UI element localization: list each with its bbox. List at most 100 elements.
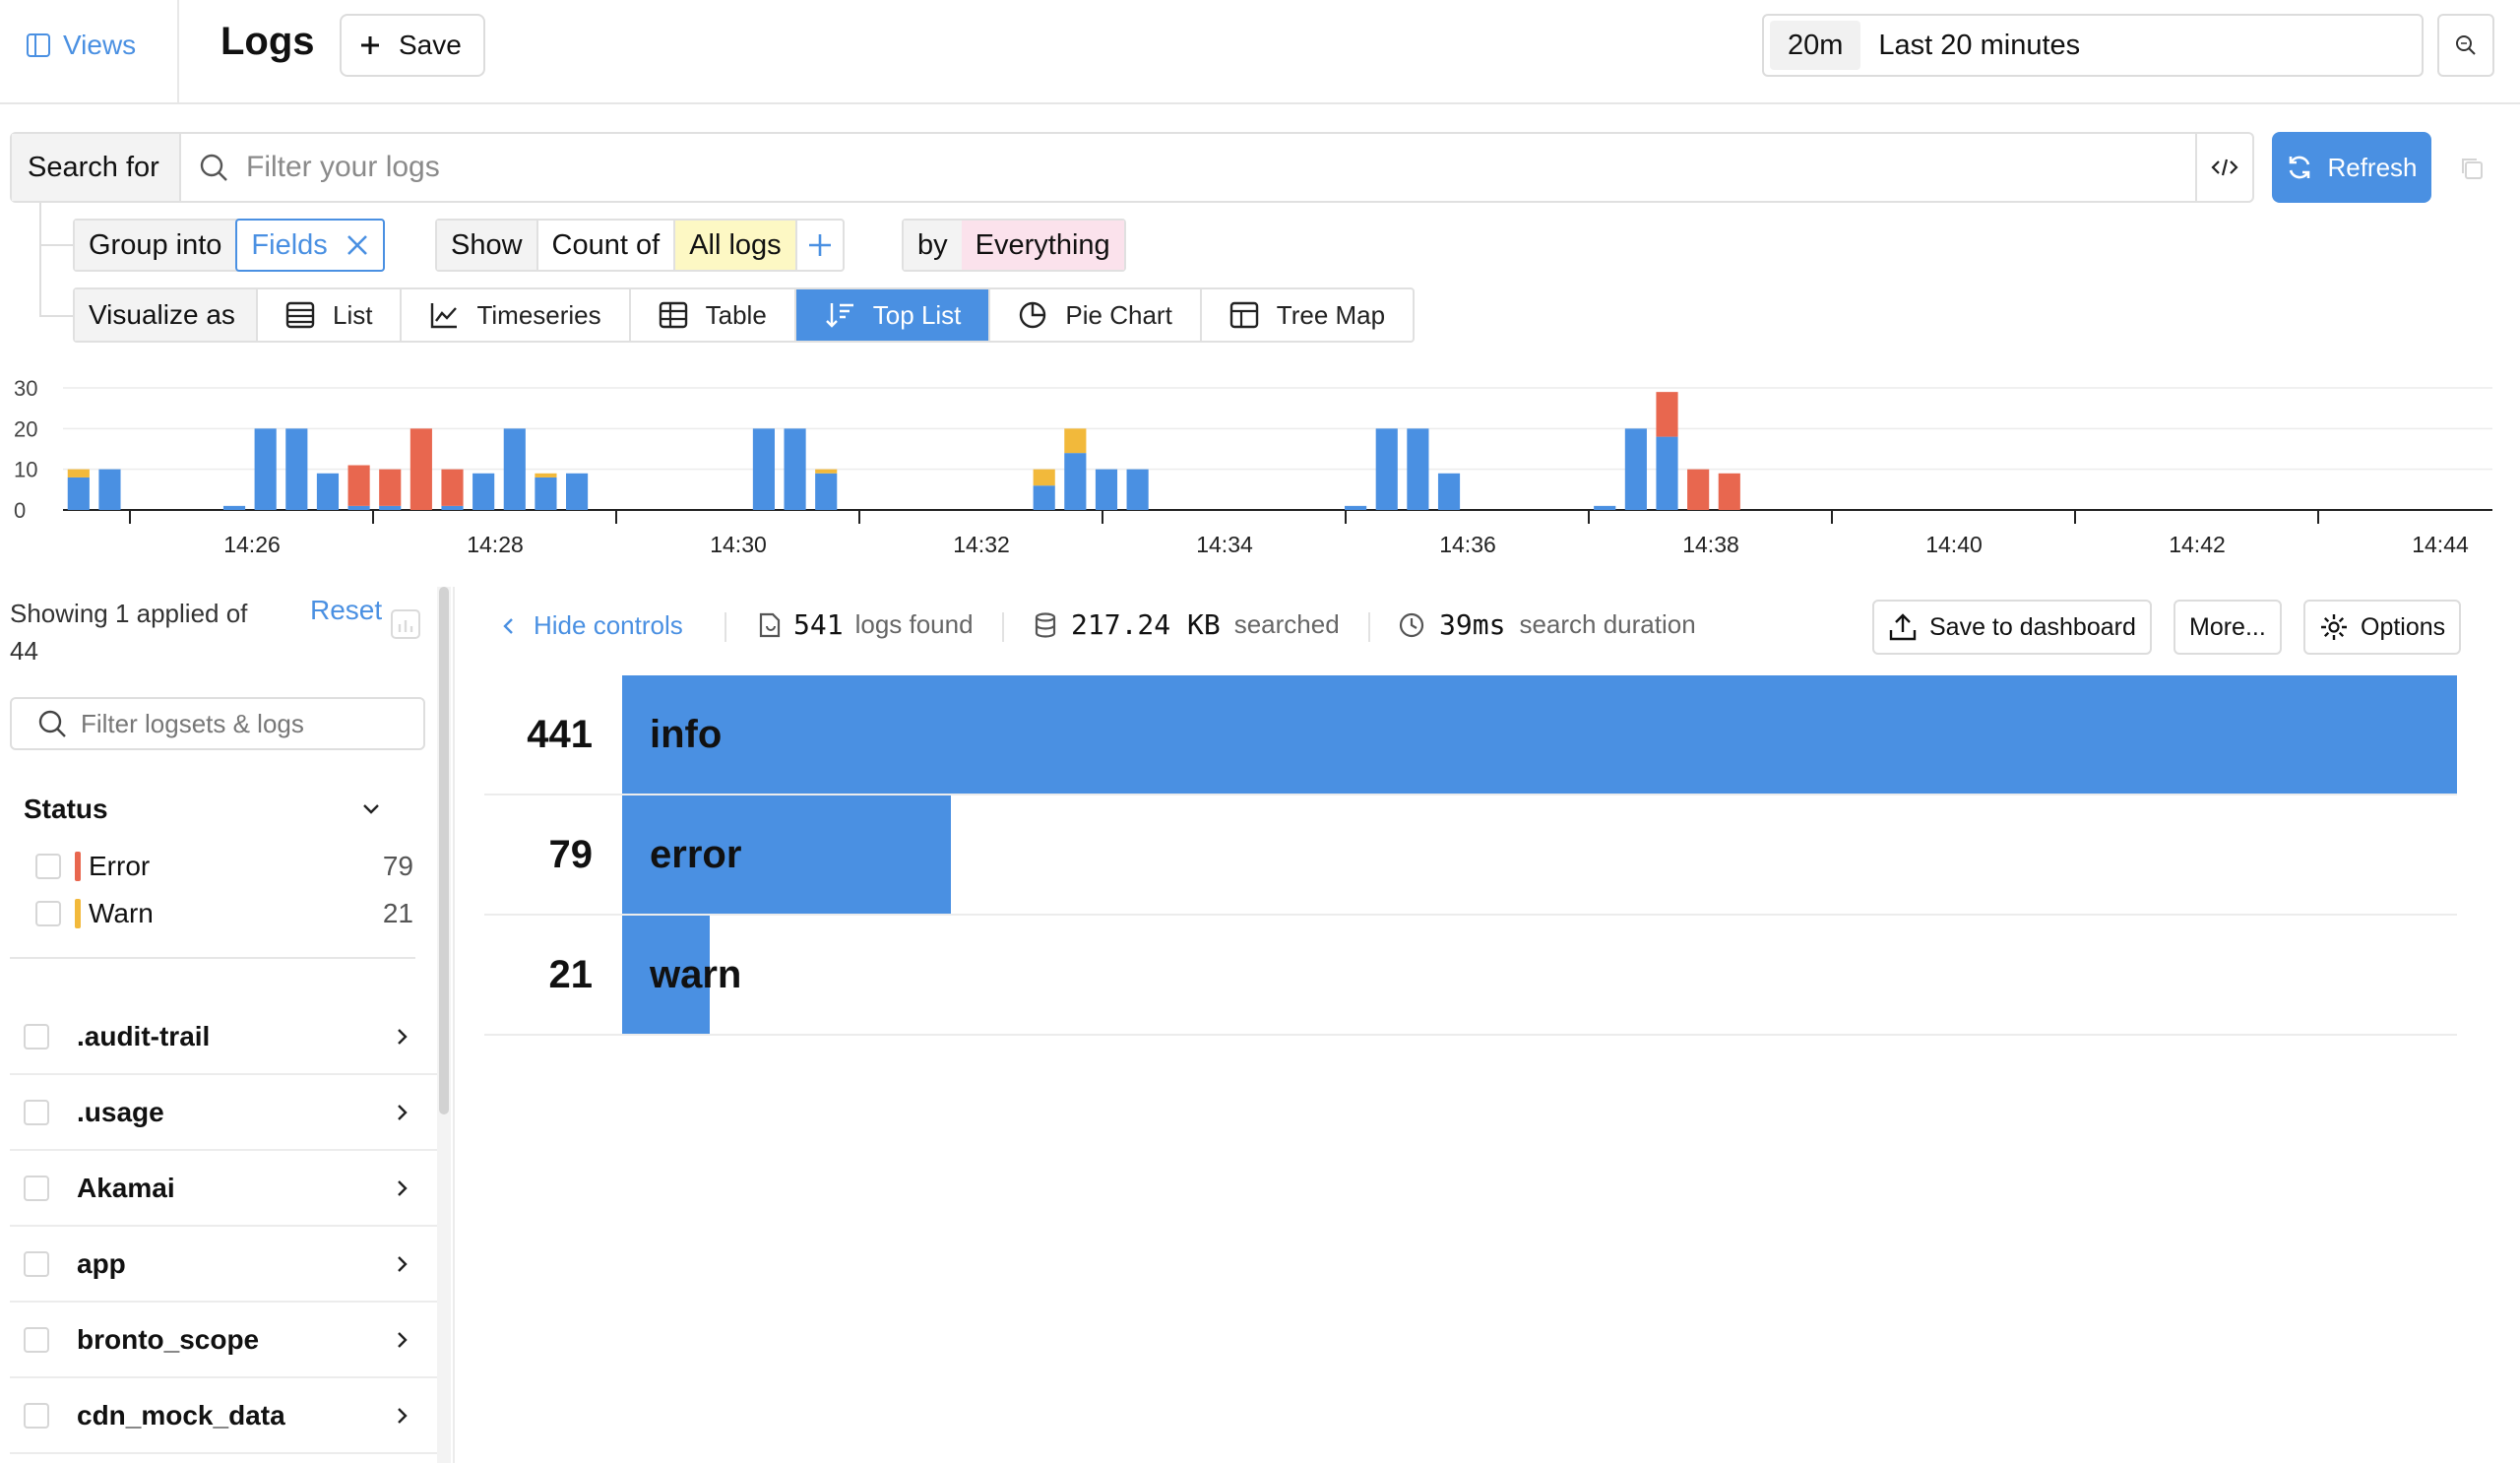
histogram-bar-info[interactable] xyxy=(98,469,121,510)
chevron-down-icon[interactable] xyxy=(360,799,382,819)
histogram-bar-info[interactable] xyxy=(1095,469,1118,510)
viz-option-tree-map[interactable]: Tree Map xyxy=(1202,289,1413,341)
checkbox[interactable] xyxy=(24,1403,49,1429)
histogram-bar-warn[interactable] xyxy=(535,473,557,477)
filter-logsets-input[interactable]: Filter logsets & logs xyxy=(10,697,425,750)
refresh-button[interactable]: Refresh xyxy=(2272,132,2431,203)
reset-button[interactable]: Reset xyxy=(310,595,383,625)
save-button[interactable]: Save xyxy=(340,14,485,77)
histogram-bar-info[interactable] xyxy=(379,505,402,510)
histogram-bar-info[interactable] xyxy=(1594,505,1616,510)
histogram-bar-error[interactable] xyxy=(1687,469,1710,510)
viz-option-table[interactable]: Table xyxy=(631,289,796,341)
hide-controls-button[interactable]: Hide controls xyxy=(500,610,683,641)
search-input[interactable]: Filter your logs xyxy=(181,134,2195,201)
histogram-bar-error[interactable] xyxy=(1718,473,1740,510)
facet-row[interactable]: Akamai xyxy=(10,1152,439,1227)
histogram-bar-info[interactable] xyxy=(815,473,838,510)
histogram-bar-info[interactable] xyxy=(222,505,246,510)
checkbox[interactable] xyxy=(24,1100,49,1125)
checkbox[interactable] xyxy=(24,1251,49,1277)
more-button[interactable]: More... xyxy=(2174,600,2282,655)
group-into-value[interactable]: Fields xyxy=(235,219,385,272)
histogram-bar-error[interactable] xyxy=(410,428,432,510)
histogram-bar-info[interactable] xyxy=(503,428,526,510)
save-to-dashboard-button[interactable]: Save to dashboard xyxy=(1872,600,2152,655)
histogram-bar-info[interactable] xyxy=(254,428,277,510)
histogram-bar-info[interactable] xyxy=(1064,453,1087,510)
histogram-bar-info[interactable] xyxy=(1407,428,1429,510)
chart-toggle-icon[interactable] xyxy=(390,608,421,640)
close-icon[interactable] xyxy=(346,233,369,257)
chevron-right-icon[interactable] xyxy=(396,1329,410,1351)
histogram-bar-info[interactable] xyxy=(285,428,308,510)
facet-row[interactable]: cdn_mock_data xyxy=(10,1379,439,1454)
code-view-button[interactable] xyxy=(2195,134,2252,201)
histogram-bar-info[interactable] xyxy=(784,428,806,510)
chevron-right-icon[interactable] xyxy=(396,1026,410,1048)
top-list-row[interactable]: 21 warn xyxy=(484,916,2457,1036)
histogram-bar-error[interactable] xyxy=(441,469,464,506)
histogram-bar-info[interactable] xyxy=(1033,485,1055,510)
histogram-bar-info[interactable] xyxy=(752,428,775,510)
duration-value: 39ms xyxy=(1439,608,1506,641)
add-metric-button[interactable] xyxy=(794,221,843,270)
chevron-right-icon[interactable] xyxy=(396,1253,410,1275)
chevron-right-icon[interactable] xyxy=(396,1405,410,1427)
status-filter-error[interactable]: Error 79 xyxy=(35,847,413,886)
code-icon xyxy=(2211,157,2238,178)
histogram-bar-warn[interactable] xyxy=(67,469,90,477)
top-list-row[interactable]: 441 info xyxy=(484,675,2457,795)
histogram-bar-info[interactable] xyxy=(566,473,589,510)
histogram-bar-info[interactable] xyxy=(67,477,90,510)
views-button[interactable]: Views xyxy=(26,28,136,63)
chevron-right-icon[interactable] xyxy=(396,1177,410,1199)
count-of-value[interactable]: All logs xyxy=(673,221,795,270)
histogram-bar-info[interactable] xyxy=(535,477,557,510)
options-button[interactable]: Options xyxy=(2303,600,2462,655)
global-search-button[interactable] xyxy=(2437,14,2494,77)
histogram-bar-info[interactable] xyxy=(1437,473,1461,510)
status-filter-warn[interactable]: Warn 21 xyxy=(35,894,413,933)
histogram-bar-info[interactable] xyxy=(1375,428,1398,510)
histogram-bar-warn[interactable] xyxy=(1033,469,1055,486)
log-histogram-chart: 0 10 20 30 14:26 14:28 14:30 14:32 14:34 14:36 14… xyxy=(14,376,2492,557)
histogram-bar-info[interactable] xyxy=(1624,428,1647,510)
histogram-bar-info[interactable] xyxy=(1656,436,1678,510)
searched-label: searched xyxy=(1233,609,1340,639)
histogram-bar-error[interactable] xyxy=(1656,392,1678,437)
histogram-bar-error[interactable] xyxy=(379,469,402,506)
by-value[interactable]: Everything xyxy=(961,221,1124,270)
histogram-bar-warn[interactable] xyxy=(815,469,838,474)
checkbox[interactable] xyxy=(35,854,61,879)
error-color-swatch xyxy=(75,852,81,881)
top-list-row[interactable]: 79 error xyxy=(484,795,2457,916)
facet-row[interactable]: .usage xyxy=(10,1076,439,1151)
checkbox[interactable] xyxy=(35,901,61,926)
checkbox[interactable] xyxy=(24,1327,49,1353)
histogram-bar-warn[interactable] xyxy=(1064,428,1087,454)
viz-option-top-list[interactable]: Top List xyxy=(795,289,991,341)
facet-row[interactable]: .audit-trail xyxy=(10,1000,439,1075)
time-range-picker[interactable]: 20m Last 20 minutes xyxy=(1762,14,2424,77)
copy-icon[interactable] xyxy=(2459,156,2485,181)
x-tick-label: 14:34 xyxy=(1196,532,1253,557)
histogram-bar-info[interactable] xyxy=(441,505,464,510)
chevron-right-icon[interactable] xyxy=(396,1102,410,1123)
facet-row[interactable]: bronto_scope xyxy=(10,1304,439,1378)
facet-row[interactable]: app xyxy=(10,1228,439,1303)
count-of-label[interactable]: Count of xyxy=(536,221,674,270)
histogram-bar-info[interactable] xyxy=(472,473,495,510)
histogram-bar-error[interactable] xyxy=(347,465,370,506)
checkbox[interactable] xyxy=(24,1024,49,1050)
viz-option-pie-chart[interactable]: Pie Chart xyxy=(990,289,1202,341)
sidebar-scrollbar[interactable] xyxy=(437,587,451,1463)
viz-option-timeseries[interactable]: Timeseries xyxy=(402,289,631,341)
histogram-bar-info[interactable] xyxy=(347,505,370,510)
histogram-bar-info[interactable] xyxy=(1345,505,1367,510)
histogram-bar-info[interactable] xyxy=(1126,469,1149,510)
checkbox[interactable] xyxy=(24,1176,49,1201)
viz-option-list[interactable]: List xyxy=(258,289,403,341)
histogram-bar-info[interactable] xyxy=(316,473,340,510)
scrollbar-thumb[interactable] xyxy=(439,587,449,1114)
